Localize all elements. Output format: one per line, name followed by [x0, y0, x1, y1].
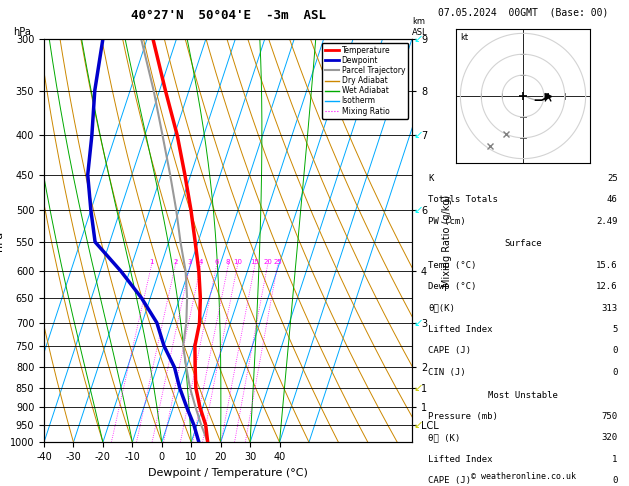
- Text: 40°27'N  50°04'E  -3m  ASL: 40°27'N 50°04'E -3m ASL: [130, 9, 326, 22]
- Text: ↙: ↙: [414, 383, 423, 393]
- Text: kt: kt: [460, 33, 469, 42]
- Text: 25: 25: [607, 174, 618, 183]
- X-axis label: Dewpoint / Temperature (°C): Dewpoint / Temperature (°C): [148, 468, 308, 478]
- Text: 15: 15: [250, 260, 259, 265]
- Text: ↙: ↙: [414, 34, 423, 44]
- Text: 8: 8: [226, 260, 230, 265]
- Text: PW (cm): PW (cm): [428, 217, 466, 226]
- Text: ↙: ↙: [414, 420, 423, 430]
- Text: 12.6: 12.6: [596, 282, 618, 291]
- Text: 2: 2: [173, 260, 177, 265]
- Legend: Temperature, Dewpoint, Parcel Trajectory, Dry Adiabat, Wet Adiabat, Isotherm, Mi: Temperature, Dewpoint, Parcel Trajectory…: [322, 43, 408, 119]
- Text: 2.49: 2.49: [596, 217, 618, 226]
- Text: ↙: ↙: [414, 130, 423, 140]
- Y-axis label: Mixing Ratio (g/kg): Mixing Ratio (g/kg): [442, 194, 452, 287]
- Text: 6: 6: [214, 260, 219, 265]
- Text: θᴇ(K): θᴇ(K): [428, 304, 455, 312]
- Text: km
ASL: km ASL: [412, 17, 428, 37]
- Text: 0: 0: [612, 368, 618, 377]
- Text: 4: 4: [199, 260, 203, 265]
- Text: 10: 10: [233, 260, 242, 265]
- Text: 750: 750: [601, 412, 618, 421]
- Text: Totals Totals: Totals Totals: [428, 195, 498, 204]
- Text: ↙: ↙: [414, 205, 423, 215]
- Text: Lifted Index: Lifted Index: [428, 325, 493, 334]
- Y-axis label: hPa: hPa: [0, 230, 4, 251]
- Text: ↙: ↙: [414, 318, 423, 328]
- Text: 320: 320: [601, 434, 618, 442]
- Text: 0: 0: [612, 476, 618, 485]
- Text: 1: 1: [149, 260, 153, 265]
- Text: CAPE (J): CAPE (J): [428, 347, 471, 355]
- Text: CAPE (J): CAPE (J): [428, 476, 471, 485]
- Text: Temp (°C): Temp (°C): [428, 261, 477, 270]
- Text: 3: 3: [187, 260, 192, 265]
- Text: 46: 46: [607, 195, 618, 204]
- Text: 15.6: 15.6: [596, 261, 618, 270]
- Text: 1: 1: [612, 455, 618, 464]
- Text: 25: 25: [273, 260, 282, 265]
- Text: 5: 5: [612, 325, 618, 334]
- Text: hPa: hPa: [13, 27, 31, 37]
- Text: Lifted Index: Lifted Index: [428, 455, 493, 464]
- Text: Most Unstable: Most Unstable: [488, 391, 558, 399]
- Text: 313: 313: [601, 304, 618, 312]
- Text: 07.05.2024  00GMT  (Base: 00): 07.05.2024 00GMT (Base: 00): [438, 7, 608, 17]
- Text: © weatheronline.co.uk: © weatheronline.co.uk: [470, 472, 576, 481]
- Text: CIN (J): CIN (J): [428, 368, 466, 377]
- Text: Dewp (°C): Dewp (°C): [428, 282, 477, 291]
- Text: K: K: [428, 174, 434, 183]
- Text: 0: 0: [612, 347, 618, 355]
- Text: Surface: Surface: [504, 240, 542, 248]
- Text: Pressure (mb): Pressure (mb): [428, 412, 498, 421]
- Text: θᴇ (K): θᴇ (K): [428, 434, 460, 442]
- Text: 20: 20: [263, 260, 272, 265]
